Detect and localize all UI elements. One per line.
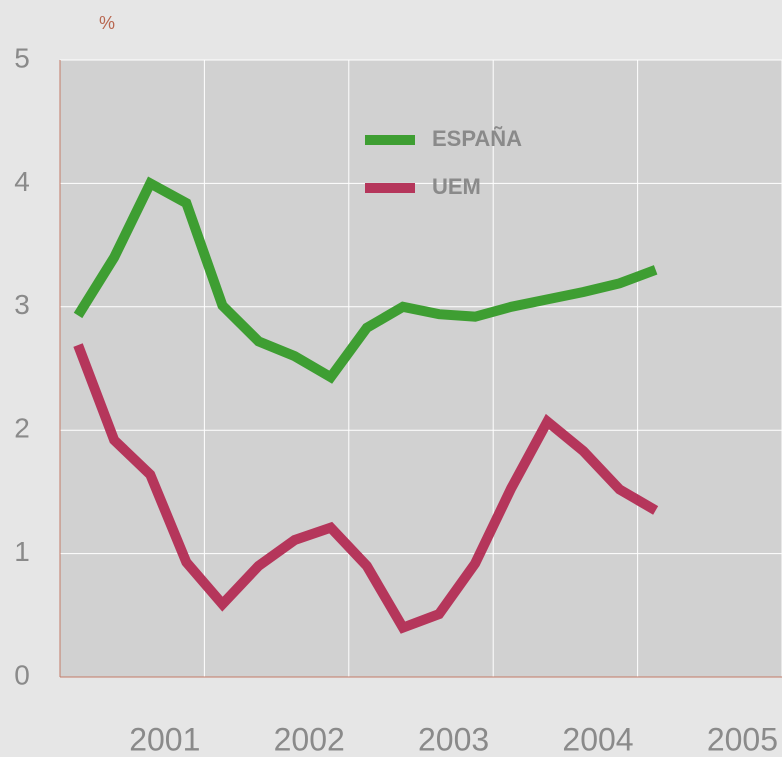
x-tick-label: 2005 [707, 721, 778, 757]
x-tick-label: 2003 [418, 721, 489, 757]
legend-label: ESPAÑA [432, 126, 522, 151]
y-tick-label: 1 [14, 536, 30, 567]
x-tick-label: 2001 [129, 721, 200, 757]
x-tick-label: 2004 [562, 721, 633, 757]
y-tick-label: 2 [14, 413, 30, 444]
plot-area [60, 60, 782, 677]
legend-label: UEM [432, 174, 481, 199]
y-axis-label: % [99, 13, 115, 33]
x-tick-label: 2002 [274, 721, 345, 757]
line [73, 176, 658, 384]
y-tick-label: 5 [14, 42, 30, 73]
y-tick-label: 0 [14, 659, 30, 690]
y-tick-label: 4 [14, 166, 30, 197]
line [73, 343, 659, 634]
y-tick-label: 3 [14, 289, 30, 320]
